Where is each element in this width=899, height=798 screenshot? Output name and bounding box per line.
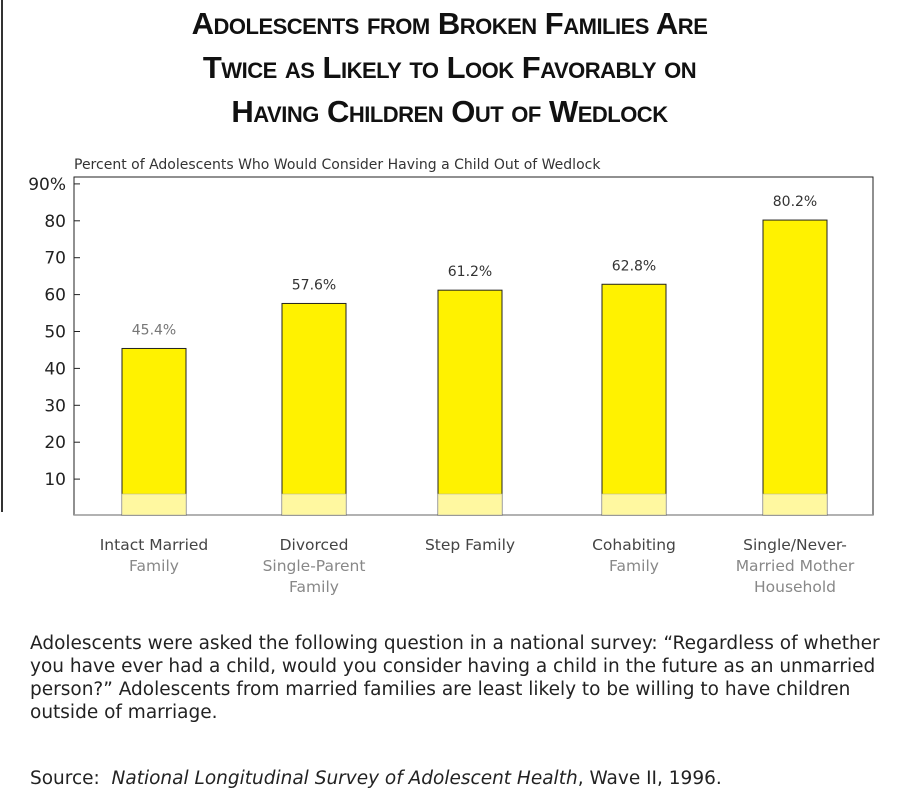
bar	[121, 347, 187, 516]
x-category-label: Family	[609, 557, 659, 575]
y-tick-label: 40	[44, 359, 66, 379]
source-title: National Longitudinal Survey of Adolesce…	[111, 768, 578, 789]
y-tick-label: 80	[44, 212, 66, 232]
bar	[437, 289, 503, 516]
chart-subtitle: Percent of Adolescents Who Would Conside…	[74, 157, 601, 173]
bar-chart: 10 20 30 40 50 60 70 80 90% 45.4% Intact Married Fa…	[28, 175, 874, 596]
title-line: Adolescents from Broken Families Are	[191, 6, 708, 41]
x-category-label: Divorced	[280, 536, 349, 554]
bar-base-band	[437, 493, 503, 516]
source-rest: , Wave II, 1996.	[577, 768, 722, 789]
x-category-label: Family	[129, 557, 179, 575]
title-line: Having Children Out of Wedlock	[231, 94, 668, 129]
y-tick-label: 30	[44, 396, 66, 416]
caption: Adolescents were asked the following que…	[30, 633, 880, 723]
bar	[762, 219, 828, 516]
x-category-label: Family	[289, 578, 339, 596]
y-tick-label: 60	[44, 286, 66, 306]
bar-base-band	[762, 493, 828, 516]
source-line: Source: National Longitudinal Survey of …	[30, 768, 722, 789]
x-category-label: Single/Never-	[743, 536, 847, 554]
data-label: 62.8%	[612, 258, 656, 274]
y-tick-label: 90%	[28, 175, 66, 195]
bar-base-band	[601, 493, 667, 516]
bar	[601, 283, 667, 516]
x-category-label: Household	[754, 578, 836, 596]
y-tick-label: 20	[44, 433, 66, 453]
page-border	[1, 0, 3, 512]
x-category-label: Cohabiting	[592, 536, 676, 554]
data-label: 57.6%	[292, 277, 336, 293]
y-tick-label: 50	[44, 323, 66, 343]
bar-base-band	[121, 493, 187, 516]
x-category-label: Married Mother	[736, 557, 855, 575]
chart-title: Adolescents from Broken Families Are Twi…	[0, 2, 899, 134]
y-tick-label: 70	[44, 249, 66, 269]
data-label: 80.2%	[773, 194, 817, 210]
x-category-label: Step Family	[425, 536, 515, 554]
bar-base-band	[281, 493, 347, 516]
data-label: 61.2%	[448, 264, 492, 280]
bar	[281, 302, 347, 516]
source-label: Source:	[30, 768, 100, 789]
title-line: Twice as Likely to Look Favorably on	[202, 50, 697, 85]
x-category-label: Intact Married	[100, 536, 209, 554]
x-category-label: Single-Parent	[263, 557, 366, 575]
data-label: 45.4%	[132, 322, 176, 338]
y-tick-label: 10	[44, 470, 66, 490]
